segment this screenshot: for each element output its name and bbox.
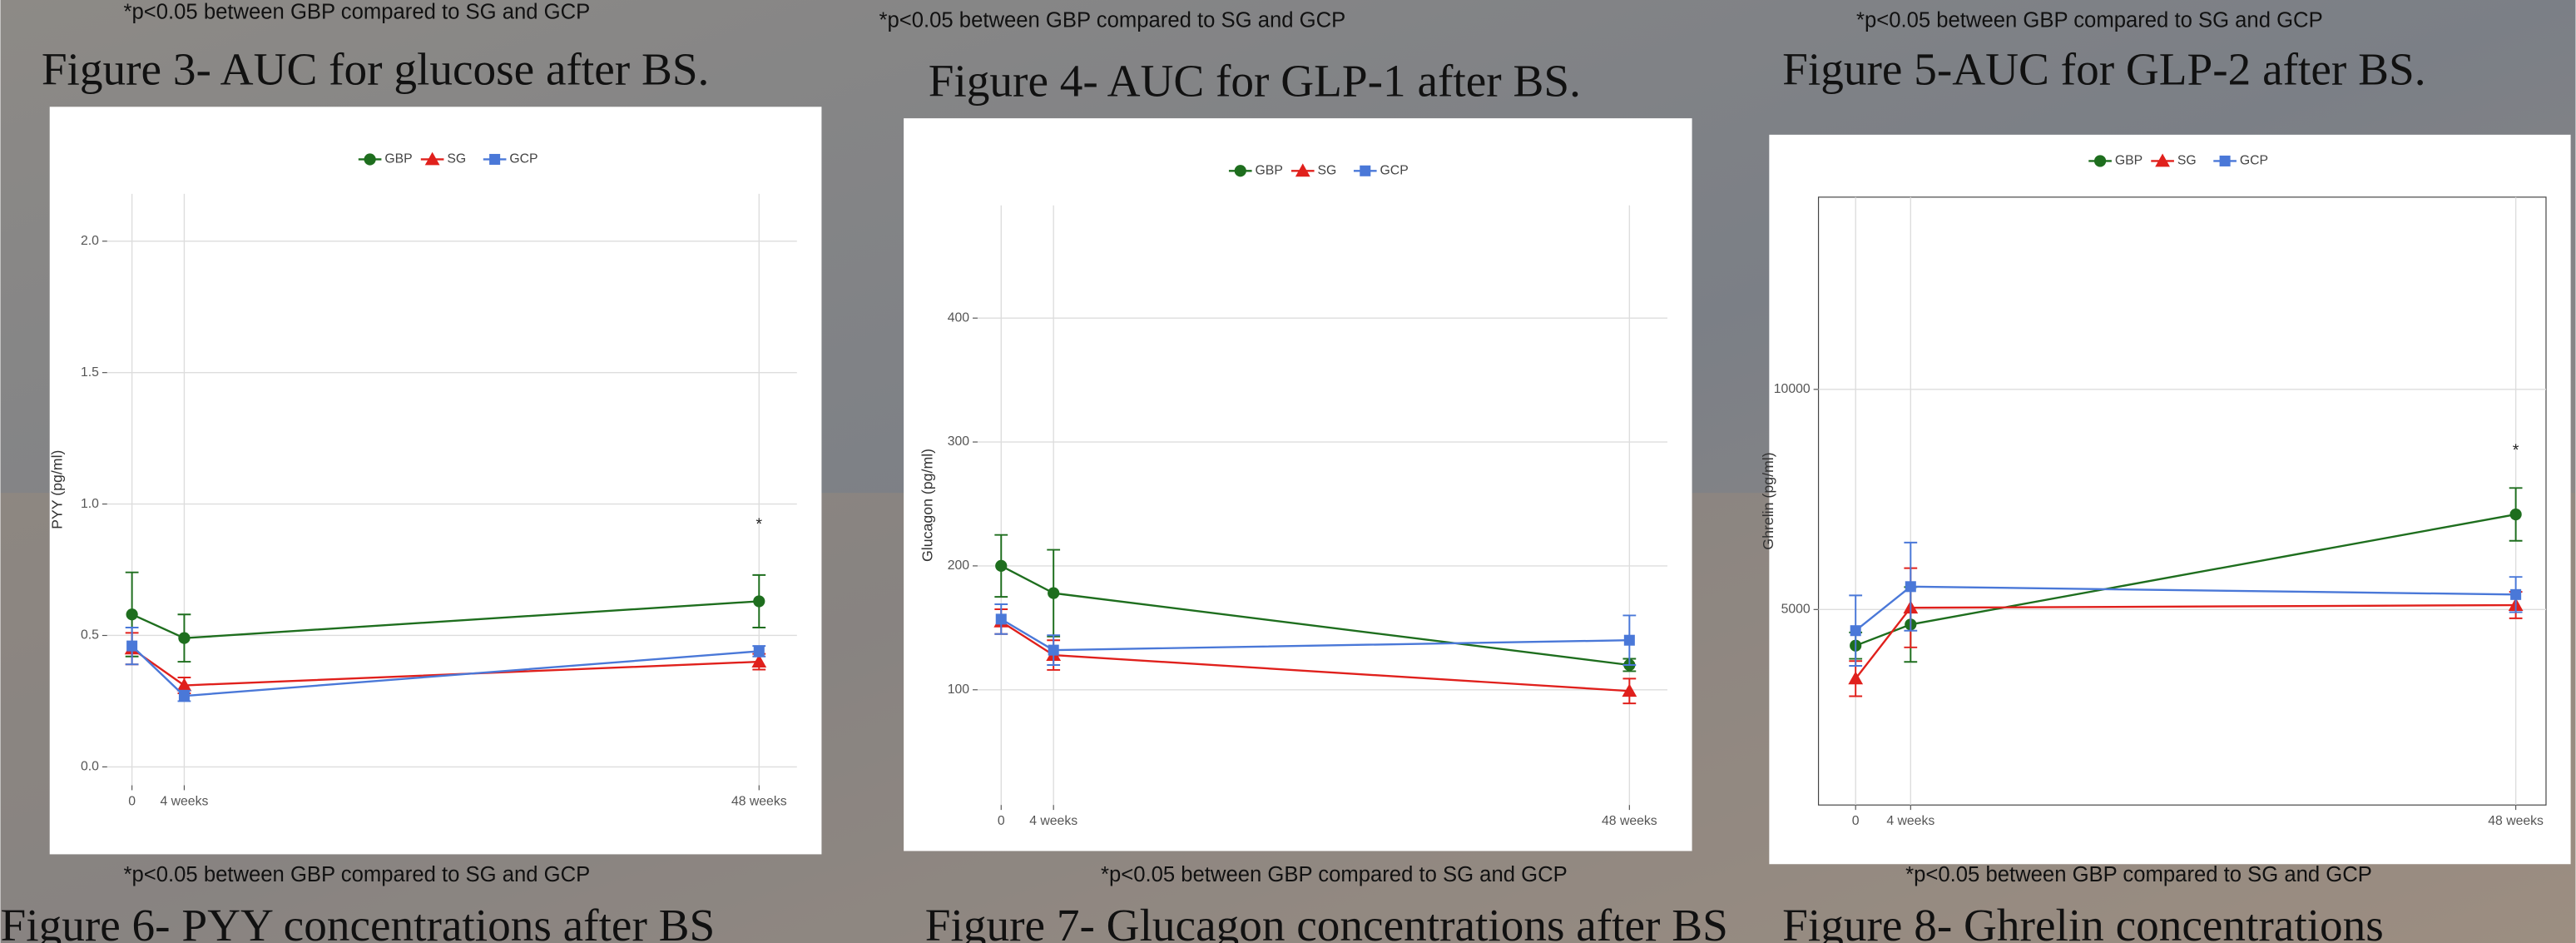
marker [753, 595, 765, 607]
annotation: * [2513, 441, 2519, 459]
y-tick-label: 10000 [1774, 382, 1811, 396]
marker [1048, 588, 1059, 599]
x-tick-label: 48 weeks [2488, 814, 2544, 828]
marker [1905, 581, 1916, 592]
marker [754, 646, 765, 657]
legend-marker [364, 153, 376, 165]
legend-marker [1235, 165, 1246, 176]
legend-label: SG [2177, 154, 2197, 168]
y-tick-label: 300 [948, 434, 970, 449]
plot-area [1819, 197, 2546, 805]
legend-marker [1360, 166, 1370, 176]
y-tick-label: 100 [948, 682, 970, 697]
poster: *p<0.05 between GBP compared to SG and G… [0, 0, 2576, 943]
legend-label: GCP [1380, 163, 1409, 177]
y-tick-label: 0.5 [81, 628, 99, 643]
page: {"top_row": [ {"note": "*p<0.05 between … [0, 0, 2576, 943]
y-tick-label: 5000 [1781, 602, 1811, 616]
x-tick-label: 48 weeks [1602, 814, 1657, 828]
note: *p<0.05 between GBP compared to SG and G… [124, 863, 591, 886]
note: *p<0.05 between GBP compared to SG and G… [1905, 863, 2372, 886]
x-tick-label: 0 [998, 814, 1005, 828]
x-tick-label: 0 [128, 794, 136, 808]
marker [996, 613, 1007, 624]
legend-label: GBP [384, 152, 412, 166]
legend-label: GCP [509, 152, 537, 166]
figure-caption: Figure 7- Glucagon concentrations after … [925, 900, 1728, 943]
marker [126, 641, 137, 652]
marker [179, 691, 190, 702]
legend-label: GCP [2240, 154, 2268, 168]
marker [995, 560, 1007, 572]
plot-area [107, 194, 797, 786]
marker [1048, 645, 1059, 656]
y-tick-label: 2.0 [81, 234, 99, 248]
x-tick-label: 4 weeks [160, 794, 208, 808]
y-tick-label: 1.5 [81, 365, 99, 380]
x-tick-label: 0 [1852, 814, 1860, 828]
marker [1624, 635, 1635, 646]
y-tick-label: 400 [948, 310, 970, 325]
x-tick-label: 4 weeks [1029, 814, 1077, 828]
y-tick-label: 0.0 [81, 760, 99, 774]
legend-label: SG [1318, 163, 1337, 177]
y-axis-label: Glucagon (pg/ml) [919, 449, 935, 562]
marker [178, 633, 190, 644]
figure-caption: Figure 6- PYY concentrations after BS [0, 900, 715, 943]
plot-area [978, 206, 1667, 805]
marker [2510, 589, 2521, 600]
figure-title: Figure 3- AUC for glucose after BS. [42, 44, 710, 95]
legend-marker [2220, 156, 2231, 166]
marker [1850, 625, 1861, 636]
figure-caption: Figure 8- Ghrelin concentrations [1782, 900, 2384, 943]
legend-label: GBP [1256, 163, 1283, 177]
y-tick-label: 200 [948, 558, 970, 573]
note: *p<0.05 between GBP compared to SG and G… [879, 8, 1346, 32]
annotation: * [755, 515, 762, 534]
marker [126, 608, 138, 620]
figure-title: Figure 4- AUC for GLP-1 after BS. [929, 55, 1581, 106]
y-tick-label: 1.0 [81, 497, 99, 511]
legend-marker [489, 154, 500, 165]
y-axis-label: Ghrelin (pg/ml) [1760, 452, 1776, 549]
legend-label: SG [447, 152, 466, 166]
x-tick-label: 4 weeks [1886, 814, 1934, 828]
legend-marker [2094, 155, 2106, 166]
figure-title: Figure 5-AUC for GLP-2 after BS. [1782, 44, 2425, 95]
note: *p<0.05 between GBP compared to SG and G… [1856, 8, 2323, 32]
note: *p<0.05 between GBP compared to SG and G… [1101, 863, 1568, 886]
marker [2510, 509, 2522, 520]
x-tick-label: 48 weeks [731, 794, 787, 808]
note: *p<0.05 between GBP compared to SG and G… [124, 1, 591, 24]
legend-label: GBP [2115, 154, 2143, 168]
y-axis-label: PYY (pg/ml) [48, 450, 65, 529]
